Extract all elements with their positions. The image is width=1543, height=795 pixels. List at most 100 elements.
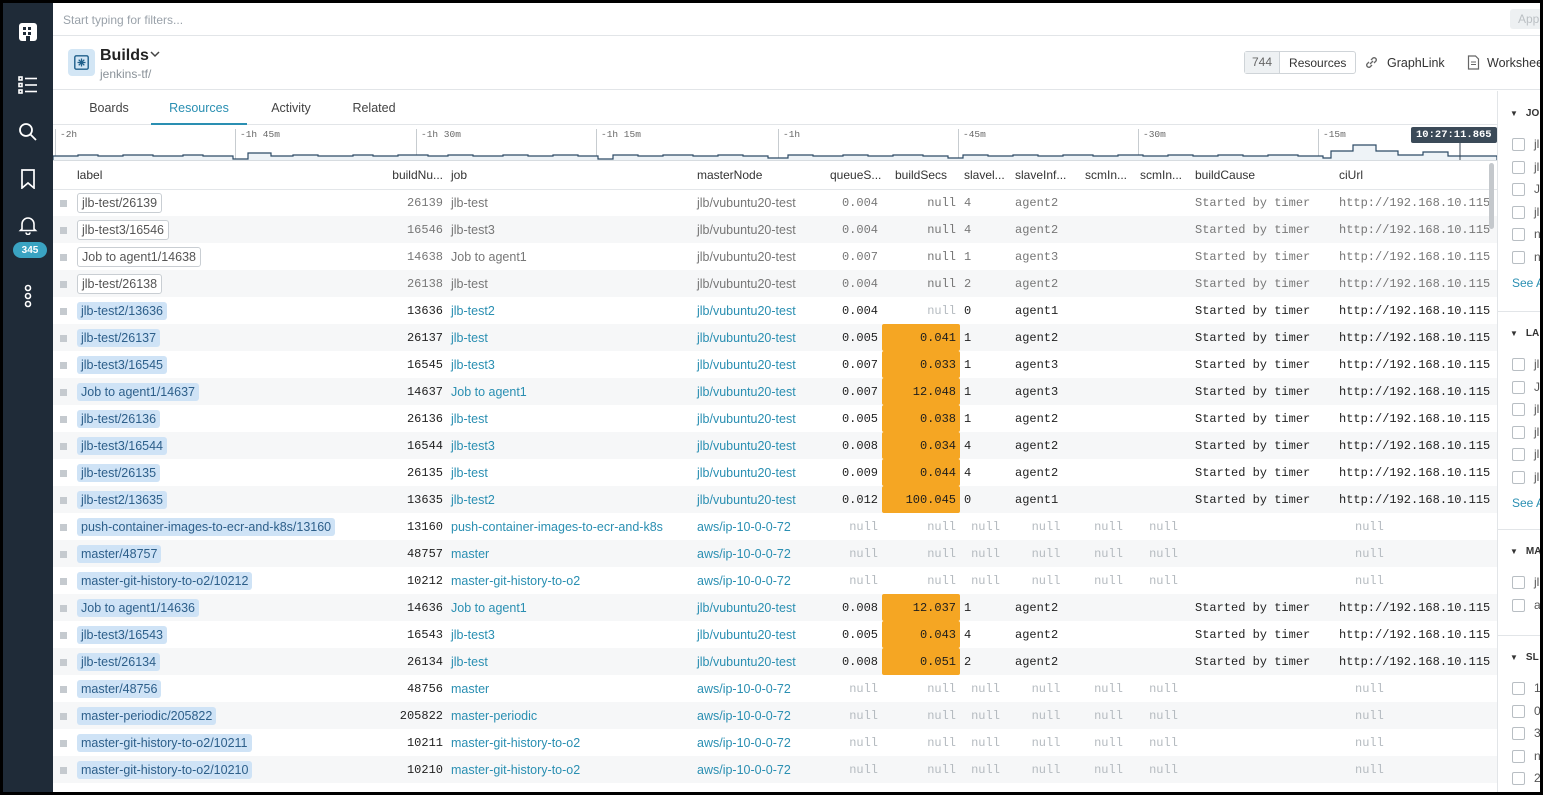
column-header-slavelabel[interactable]: slavel...	[960, 161, 1011, 190]
resource-label-chip[interactable]: master-periodic/205822	[77, 706, 217, 725]
column-header-ciurl[interactable]: ciUrl	[1335, 161, 1497, 190]
job-cell[interactable]: master-git-history-to-o2	[451, 735, 581, 750]
table-row[interactable]: master-periodic/205822 205822 master-perio…	[53, 702, 1497, 729]
resource-label-chip[interactable]: Job to agent1/14636	[77, 598, 199, 617]
resource-label-chip[interactable]: master-git-history-to-o2/10212	[77, 571, 253, 590]
facet-checkbox[interactable]	[1512, 380, 1525, 394]
column-header-scminfo-2[interactable]: scmIn...	[1136, 161, 1191, 190]
master-node-cell[interactable]: jlb/vubuntu20-test	[697, 654, 796, 669]
table-row[interactable]: Job to agent1/14637 14637 Job to agent1 jlb…	[53, 378, 1497, 405]
row-select-marker[interactable]	[53, 648, 73, 675]
chevron-down-icon[interactable]	[150, 50, 160, 61]
job-cell[interactable]: jlb-test3	[451, 357, 495, 372]
row-select-marker[interactable]	[53, 756, 73, 783]
facet-checkbox[interactable]	[1512, 205, 1525, 219]
resource-label-chip[interactable]: jlb-test/26135	[77, 463, 161, 482]
job-cell[interactable]: jlb-test	[451, 330, 488, 345]
table-row[interactable]: push-container-images-to-ecr-and-k8s/131…	[53, 513, 1497, 540]
row-select-marker[interactable]	[53, 243, 73, 270]
row-select-marker[interactable]	[53, 621, 73, 648]
resource-label-chip[interactable]: jlb-test3/16544	[77, 436, 168, 455]
job-cell[interactable]: jlb-test	[451, 465, 488, 480]
column-header-queuesecs[interactable]: queueS...	[826, 161, 882, 190]
master-node-cell[interactable]: aws/ip-10-0-0-72	[697, 519, 791, 534]
master-node-cell[interactable]: jlb/vubuntu20-test	[697, 303, 796, 318]
column-header-label[interactable]: label	[73, 161, 363, 190]
facet-checkbox[interactable]	[1512, 704, 1525, 718]
row-select-marker[interactable]	[53, 405, 73, 432]
job-cell[interactable]: jlb-test3	[451, 627, 495, 642]
master-node-cell[interactable]: aws/ip-10-0-0-72	[697, 573, 791, 588]
resource-label-chip[interactable]: jlb-test3/16545	[77, 355, 168, 374]
job-cell[interactable]: master	[451, 546, 490, 561]
search-icon[interactable]	[16, 120, 40, 144]
row-select-marker[interactable]	[53, 540, 73, 567]
table-row[interactable]: jlb-test/26134 26134 jlb-test jlb/vubuntu20…	[53, 648, 1497, 675]
column-header-scminfo-1[interactable]: scmIn...	[1081, 161, 1136, 190]
tab-activity[interactable]: Activity	[271, 101, 311, 115]
facet-checkbox[interactable]	[1512, 228, 1525, 242]
facet-checkbox[interactable]	[1512, 727, 1525, 741]
row-select-marker[interactable]	[53, 729, 73, 756]
job-cell[interactable]: jlb-test	[451, 654, 488, 669]
column-header-masternode[interactable]: masterNode	[693, 161, 826, 190]
row-select-marker[interactable]	[53, 675, 73, 702]
table-row[interactable]: jlb-test2/13635 13635 jlb-test2 jlb/vubuntu…	[53, 486, 1497, 513]
resource-label-chip[interactable]: jlb-test2/13635	[77, 490, 168, 509]
facet-checkbox[interactable]	[1512, 576, 1525, 589]
facet-checkbox[interactable]	[1512, 403, 1525, 417]
resource-label-chip[interactable]: push-container-images-to-ecr-and-k8s/131…	[77, 517, 336, 536]
bookmark-icon[interactable]	[16, 167, 40, 191]
row-select-marker[interactable]	[53, 189, 73, 216]
resource-label-chip[interactable]: jlb-test3/16543	[77, 625, 168, 644]
job-cell[interactable]: master-periodic	[451, 708, 538, 723]
row-select-marker[interactable]	[53, 324, 73, 351]
row-select-marker[interactable]	[53, 351, 73, 378]
master-node-cell[interactable]: jlb/vubuntu20-test	[697, 411, 796, 426]
master-node-cell[interactable]: jlb/vubuntu20-test	[697, 627, 796, 642]
table-row[interactable]: Job to agent1/14636 14636 Job to agent1 jlb…	[53, 594, 1497, 621]
resource-label-chip[interactable]: jlb-test/26139	[77, 192, 163, 213]
resource-label-chip[interactable]: master-git-history-to-o2/10211	[77, 733, 252, 752]
column-header-buildsecs[interactable]: buildSecs	[882, 161, 960, 190]
table-row[interactable]: jlb-test3/16544 16544 jlb-test3 jlb/vubuntu…	[53, 432, 1497, 459]
job-cell[interactable]: jlb-test2	[451, 492, 495, 507]
tab-boards[interactable]: Boards	[89, 101, 129, 115]
see-all-link[interactable]: See A	[1512, 495, 1540, 510]
table-row[interactable]: jlb-test2/13636 13636 jlb-test2 jlb/vubuntu…	[53, 297, 1497, 324]
column-header-buildcause[interactable]: buildCause	[1191, 161, 1335, 190]
facet-checkbox[interactable]	[1512, 448, 1525, 462]
facet-checkbox[interactable]	[1512, 682, 1525, 695]
resource-label-chip[interactable]: jlb-test/26138	[77, 273, 163, 294]
facet-checkbox[interactable]	[1512, 138, 1525, 151]
see-all-link[interactable]: See A	[1512, 275, 1540, 290]
row-select-marker[interactable]	[53, 567, 73, 594]
table-row[interactable]: master-git-history-to-o2/10212 10212 maste…	[53, 567, 1497, 594]
job-cell[interactable]: push-container-images-to-ecr-and-k8s	[451, 519, 663, 534]
graphlink-button[interactable]: GraphLink	[1364, 55, 1445, 70]
row-select-marker[interactable]	[53, 270, 73, 297]
column-header-slaveinfo[interactable]: slaveInf...	[1011, 161, 1081, 190]
job-cell[interactable]: jlb-test2	[451, 303, 495, 318]
row-select-marker[interactable]	[53, 486, 73, 513]
facet-checkbox[interactable]	[1512, 598, 1525, 612]
facet-header[interactable]: ▼ LA	[1510, 328, 1540, 339]
tab-related[interactable]: Related	[352, 101, 396, 115]
table-row[interactable]: jlb-test/26138 26138 jlb-test jlb/vubuntu20…	[53, 270, 1497, 297]
table-row[interactable]: Job to agent1/14638 14638 Job to agent1 jlb…	[53, 243, 1497, 270]
table-row[interactable]: master-git-history-to-o2/10211 10211 maste…	[53, 729, 1497, 756]
worksheet-button[interactable]: Worksheet	[1467, 55, 1540, 70]
facet-checkbox[interactable]	[1512, 471, 1525, 484]
column-header-job[interactable]: job	[447, 161, 693, 190]
table-row[interactable]: jlb-test3/16545 16545 jlb-test3 jlb/vubuntu…	[53, 351, 1497, 378]
master-node-cell[interactable]: aws/ip-10-0-0-72	[697, 681, 791, 696]
resource-label-chip[interactable]: master/48757	[77, 544, 162, 563]
table-row[interactable]: jlb-test/26135 26135 jlb-test jlb/vubuntu20…	[53, 459, 1497, 486]
master-node-cell[interactable]: jlb/vubuntu20-test	[697, 384, 796, 399]
resources-button[interactable]: 744 Resources	[1244, 51, 1357, 74]
table-row[interactable]: master-git-history-to-o2/10210 10210 maste…	[53, 756, 1497, 783]
facet-checkbox[interactable]	[1512, 425, 1525, 439]
table-row[interactable]: jlb-test/26139 26139 jlb-test jlb/vubuntu20…	[53, 189, 1497, 216]
resource-label-chip[interactable]: master/48756	[77, 679, 162, 698]
job-cell[interactable]: Job to agent1	[451, 384, 527, 399]
